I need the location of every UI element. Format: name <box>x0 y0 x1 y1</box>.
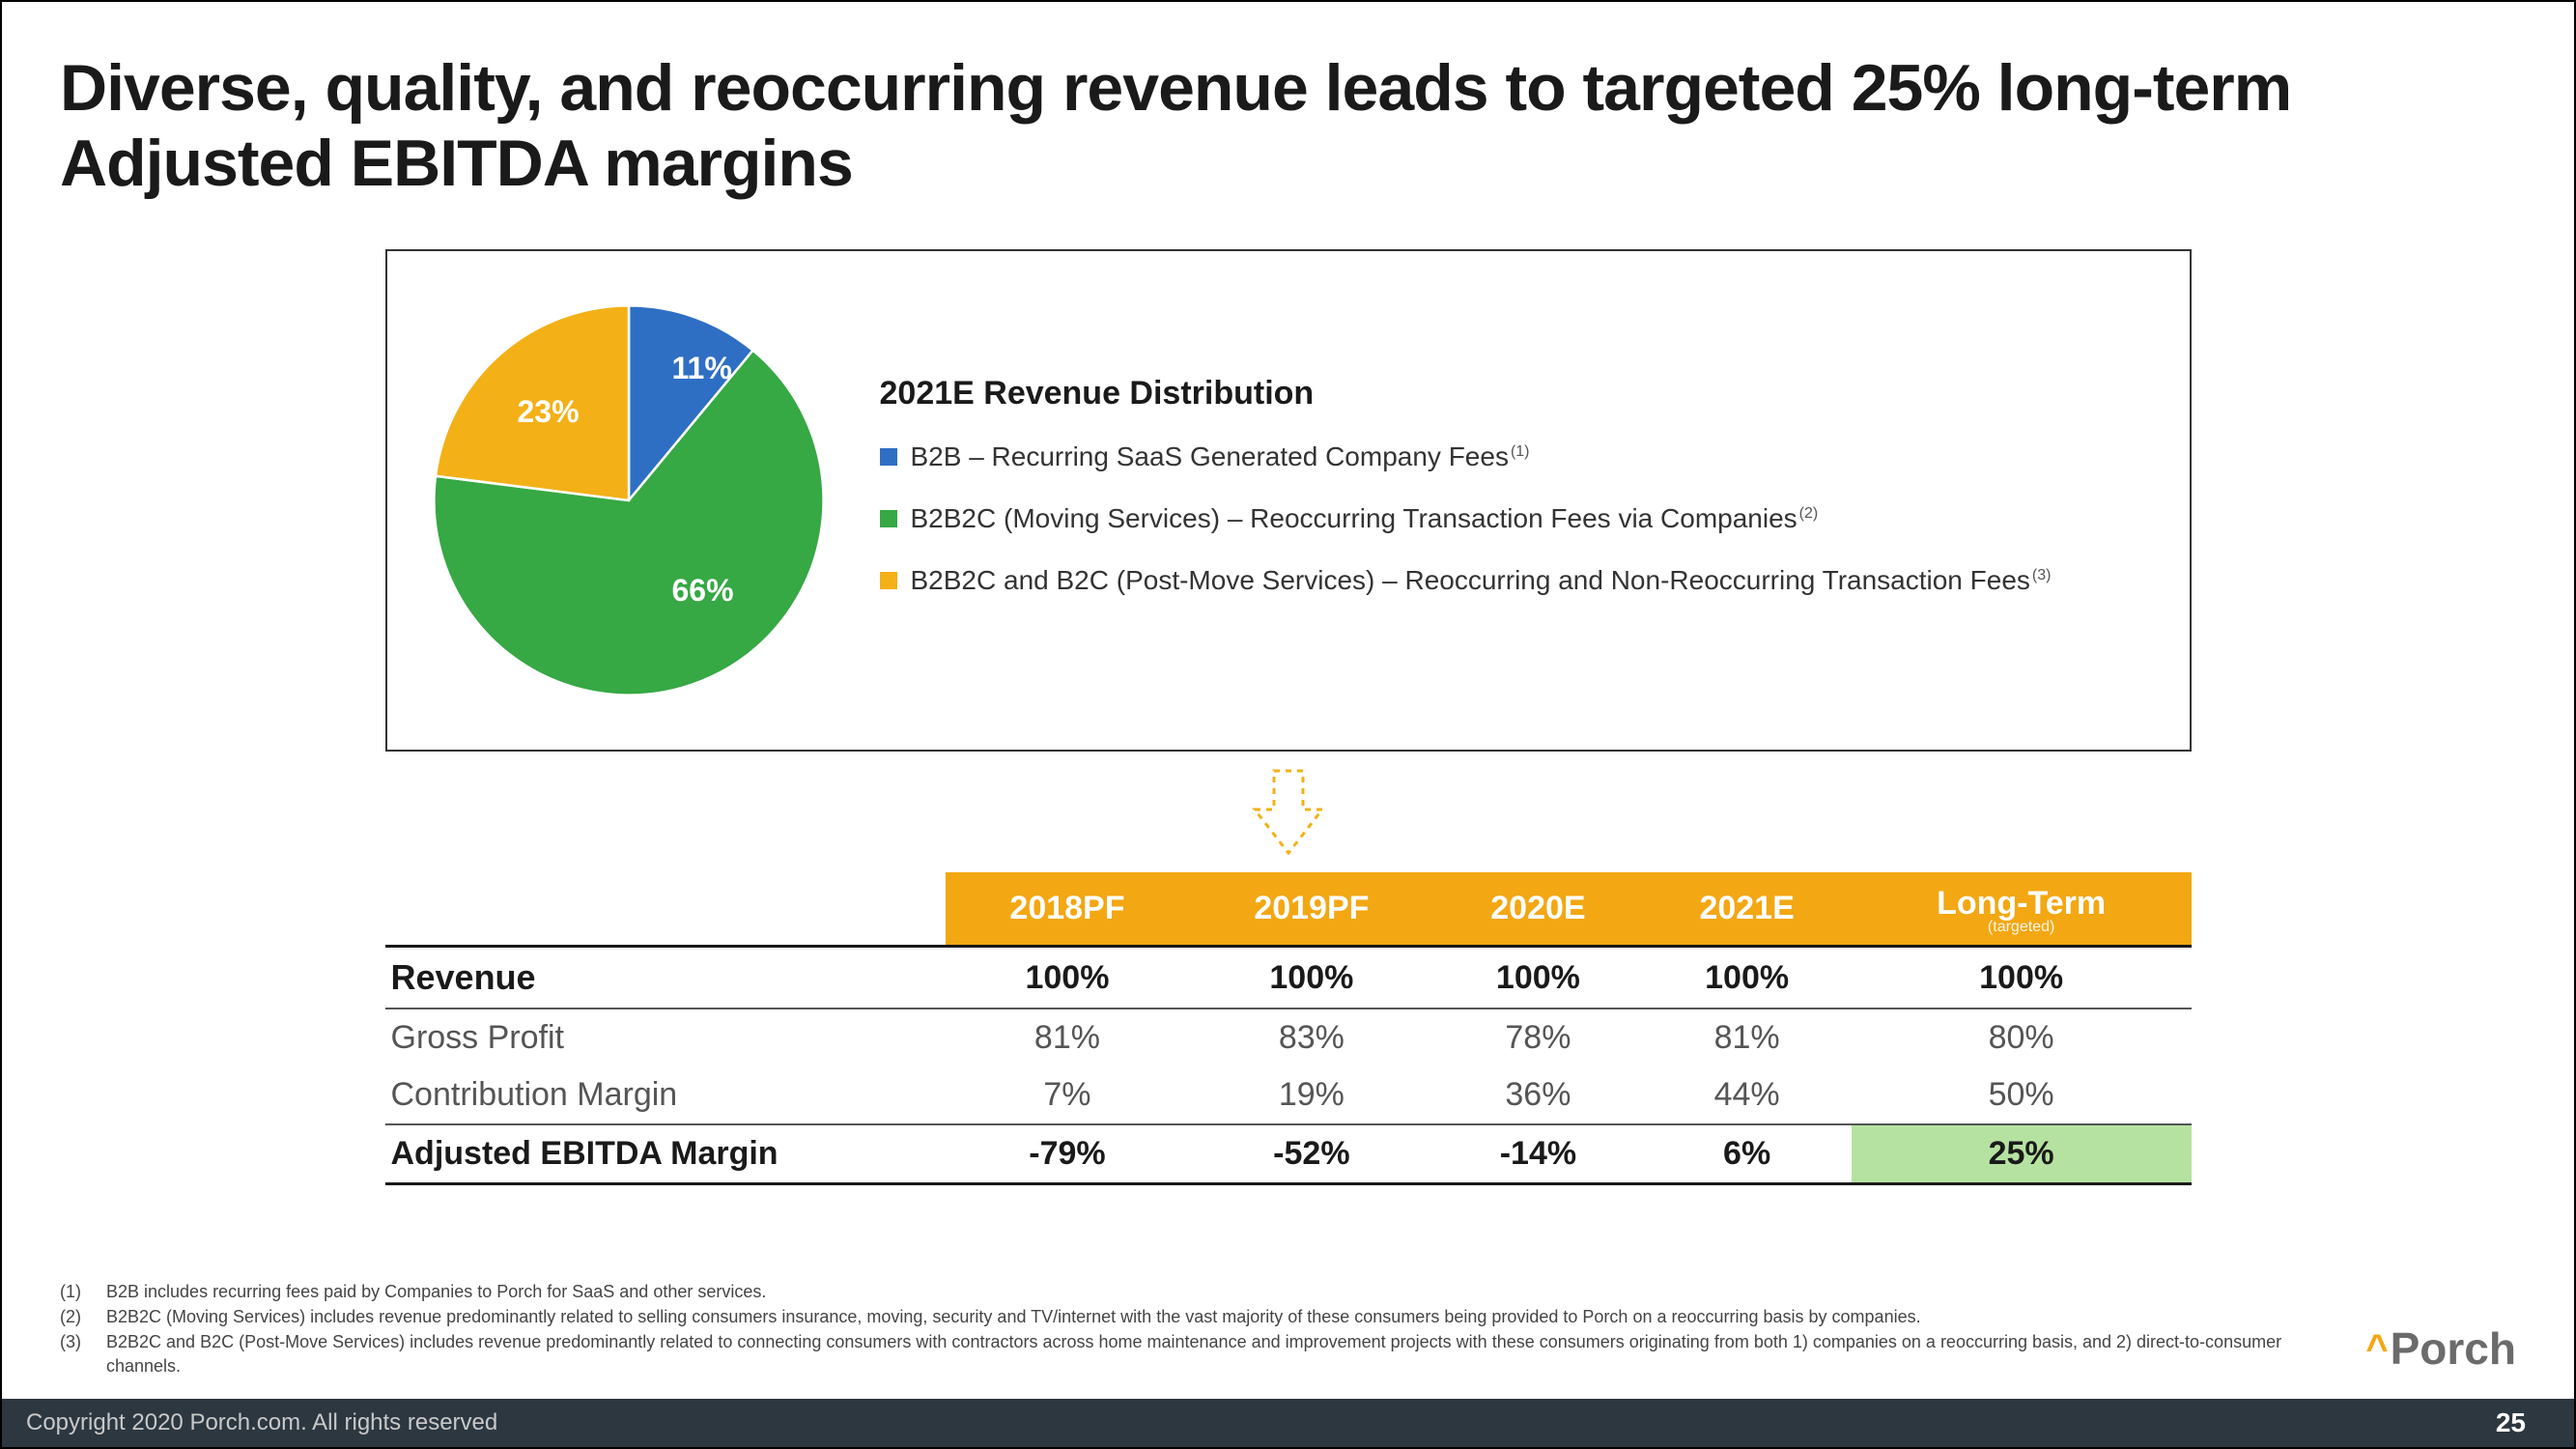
footnote: (2) B2B2C (Moving Services) includes reve… <box>60 1305 2304 1328</box>
legend-title: 2021E Revenue Distribution <box>880 375 2151 412</box>
table-corner <box>385 872 946 947</box>
table-row: Adjusted EBITDA Margin-79%-52%-14%6%25% <box>385 1124 2192 1184</box>
table-cell: 100% <box>1852 947 2192 1009</box>
table-cell: 50% <box>1852 1066 2192 1124</box>
table-cell: -52% <box>1189 1124 1433 1184</box>
footnote-text: B2B2C (Moving Services) includes revenue… <box>106 1305 1921 1328</box>
table-cell: 100% <box>1189 947 1433 1009</box>
table-cell: 100% <box>1643 947 1852 1009</box>
copyright-text: Copyright 2020 Porch.com. All rights res… <box>26 1409 497 1436</box>
table-row: Contribution Margin7%19%36%44%50% <box>385 1066 2192 1124</box>
table-cell: 80% <box>1852 1009 2192 1066</box>
table-col-header: 2020E <box>1433 872 1642 947</box>
legend-item-1: B2B2C (Moving Services) – Reoccurring Tr… <box>880 503 2151 534</box>
footnote: (1) B2B includes recurring fees paid by C… <box>60 1280 2304 1303</box>
table-cell: 83% <box>1189 1009 1433 1066</box>
page-number: 25 <box>2496 1407 2526 1438</box>
legend-text: B2B2C and B2C (Post-Move Services) – Reo… <box>911 565 2052 596</box>
table-col-header: 2019PF <box>1189 872 1433 947</box>
margin-table: 2018PF2019PF2020E2021ELong-Term(targeted… <box>385 872 2192 1185</box>
pie-slice-label-0: 11% <box>672 351 732 386</box>
table-cell: 81% <box>1643 1009 1852 1066</box>
table-cell: 44% <box>1643 1066 1852 1124</box>
footnote-number: (2) <box>60 1305 89 1328</box>
table-col-header: 2018PF <box>946 872 1190 947</box>
footnote: (3) B2B2C and B2C (Post-Move Services) in… <box>60 1330 2304 1378</box>
legend-superscript: (2) <box>1799 505 1819 522</box>
legend-superscript: (3) <box>2032 567 2052 583</box>
logo-text: Porch <box>2391 1322 2516 1375</box>
footnotes: (1) B2B includes recurring fees paid by C… <box>60 1280 2304 1379</box>
table-col-header: 2021E <box>1643 872 1852 947</box>
footnote-text: B2B includes recurring fees paid by Comp… <box>106 1280 766 1303</box>
table-cell: 100% <box>946 947 1190 1009</box>
pie-chart: 11% 66% 23% <box>426 298 832 703</box>
table-cell: 81% <box>946 1009 1190 1066</box>
revenue-distribution-panel: 11% 66% 23% 2021E Revenue Distribution B… <box>385 249 2192 752</box>
legend-text: B2B – Recurring SaaS Generated Company F… <box>911 441 1530 472</box>
footer-bar: Copyright 2020 Porch.com. All rights res… <box>2 1399 2574 1447</box>
table-cell: 36% <box>1433 1066 1642 1124</box>
footnote-text: B2B2C and B2C (Post-Move Services) inclu… <box>106 1330 2304 1378</box>
row-label: Contribution Margin <box>385 1066 946 1124</box>
row-label: Revenue <box>385 947 946 1009</box>
legend-swatch-icon <box>880 510 897 527</box>
footnote-number: (3) <box>60 1330 89 1378</box>
legend-item-2: B2B2C and B2C (Post-Move Services) – Reo… <box>880 565 2151 596</box>
legend-swatch-icon <box>880 572 897 589</box>
table-row: Gross Profit81%83%78%81%80% <box>385 1009 2192 1066</box>
row-label: Adjusted EBITDA Margin <box>385 1124 946 1184</box>
logo-caret-icon: ^ <box>2365 1327 2388 1371</box>
table-cell: 25% <box>1852 1124 2192 1184</box>
table-row: Revenue100%100%100%100%100% <box>385 947 2192 1009</box>
down-arrow <box>60 766 2516 858</box>
pie-slice-label-2: 23% <box>518 394 580 430</box>
legend-superscript: (1) <box>1511 443 1530 460</box>
legend-item-0: B2B – Recurring SaaS Generated Company F… <box>880 441 2151 472</box>
table-cell: -79% <box>946 1124 1190 1184</box>
table-cell: 78% <box>1433 1009 1642 1066</box>
table-col-header: Long-Term(targeted) <box>1852 872 2192 947</box>
table-cell: 19% <box>1189 1066 1433 1124</box>
pie-slice-label-1: 66% <box>672 573 734 609</box>
table-cell: 100% <box>1433 947 1642 1009</box>
legend-swatch-icon <box>880 448 897 466</box>
row-label: Gross Profit <box>385 1009 946 1066</box>
legend-area: 2021E Revenue Distribution B2B – Recurri… <box>880 375 2151 627</box>
legend-text: B2B2C (Moving Services) – Reoccurring Tr… <box>911 503 1819 534</box>
table-cell: -14% <box>1433 1124 1642 1184</box>
slide-title: Diverse, quality, and reoccurring revenu… <box>60 50 2516 201</box>
table-cell: 7% <box>946 1066 1190 1124</box>
table-cell: 6% <box>1643 1124 1852 1184</box>
footnote-number: (1) <box>60 1280 89 1303</box>
porch-logo: ^Porch <box>2365 1322 2516 1375</box>
